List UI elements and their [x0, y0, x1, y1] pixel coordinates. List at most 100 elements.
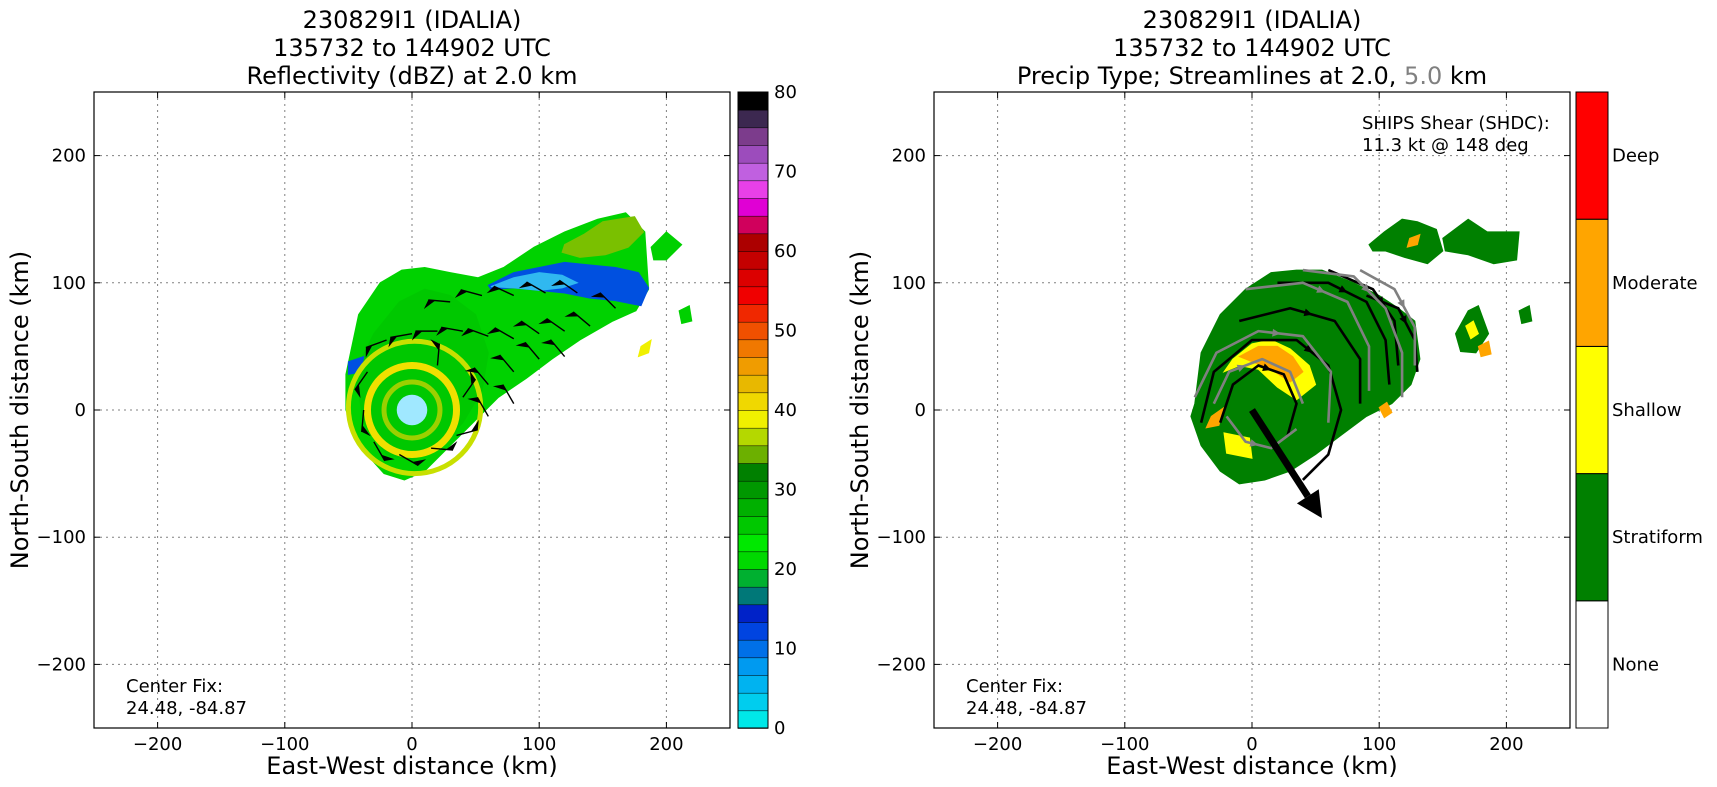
- right-center-fix-label: Center Fix:: [966, 676, 1063, 697]
- right-xtick-label: 0: [1246, 734, 1257, 755]
- streamline-arrowhead: [1399, 315, 1407, 325]
- colorbar-segment: [737, 409, 769, 429]
- colorbar-segment: [737, 180, 769, 199]
- wind-barb: [361, 409, 371, 437]
- wind-barb: [467, 396, 489, 417]
- precip-type-region: [1205, 406, 1225, 429]
- left-xtick-label: −100: [260, 734, 309, 755]
- reflectivity-echo-region: [637, 338, 652, 358]
- shear-arrow: [1249, 408, 1322, 519]
- left-xtick-label: 100: [522, 734, 556, 755]
- left-ytick-label: 0: [75, 400, 86, 421]
- streamline-arrowhead: [1303, 344, 1313, 353]
- streamline-arrowhead: [1303, 308, 1313, 317]
- left-center-fix-value: 24.48, -84.87: [126, 698, 247, 719]
- colorbar-segment: [737, 445, 769, 464]
- colorbar-segment: [737, 621, 769, 641]
- colorbar-segment: [737, 215, 769, 235]
- colorbar-segment: [737, 109, 769, 129]
- precip-type-region: [1477, 340, 1492, 358]
- colorbar-segment: [737, 533, 769, 553]
- left-ytick-label: −100: [37, 527, 86, 548]
- left-xtick-label: 0: [406, 734, 417, 755]
- colorbar-segment: [737, 657, 769, 676]
- colorbar-tick-label: 20: [774, 559, 797, 580]
- category-label: Shallow: [1612, 400, 1682, 421]
- left-ylabel: North-South distance (km): [6, 251, 34, 570]
- precip-type-panel: 230829I1 (IDALIA) 135732 to 144902 UTC P…: [846, 6, 1703, 780]
- streamline-arrowhead: [1397, 299, 1405, 309]
- reflectivity-echo-region: [561, 216, 645, 258]
- left-xlabel: East-West distance (km): [266, 752, 557, 780]
- left-title-line-3: Reflectivity (dBZ) at 2.0 km: [247, 62, 578, 90]
- colorbar-segment: [737, 515, 769, 535]
- category-swatch: [1575, 473, 1609, 602]
- reflectivity-eyewall-ring: [381, 379, 443, 441]
- wind-barb: [551, 279, 578, 294]
- colorbar-tick-label: 40: [774, 400, 797, 421]
- wind-barb: [436, 326, 464, 336]
- right-title-line-3-highlight: 5.0: [1404, 62, 1442, 90]
- wind-barb: [431, 441, 458, 451]
- reflectivity-eyewall-ring: [345, 338, 484, 477]
- left-reflectivity-data: [345, 212, 693, 481]
- wind-barb: [486, 285, 515, 297]
- right-ytick-label: 0: [915, 400, 926, 421]
- reflectivity-echo-region: [490, 272, 579, 291]
- left-ytick-label: 200: [52, 146, 86, 167]
- category-swatch: [1575, 218, 1609, 347]
- streamline-arrowhead: [1361, 283, 1370, 293]
- streamline-arrowhead: [1236, 364, 1246, 373]
- wind-barb: [354, 371, 369, 399]
- streamline: [1212, 357, 1305, 405]
- wind-barb: [423, 299, 451, 309]
- reflectivity-colorbar: 0 10 20 30 40 50 60 70 80: [737, 82, 797, 739]
- wind-barb: [373, 441, 395, 462]
- colorbar-segment: [737, 392, 769, 411]
- wind-barb: [461, 328, 489, 337]
- colorbar-segment: [737, 268, 769, 288]
- right-streamlines: [1193, 268, 1419, 481]
- category-label: Moderate: [1612, 273, 1698, 294]
- shear-arrow-head: [1296, 489, 1322, 519]
- colorbar-segment: [737, 710, 769, 729]
- right-ylabel: North-South distance (km): [846, 251, 874, 570]
- right-ytick-label: −200: [877, 654, 926, 675]
- streamline: [1238, 306, 1362, 404]
- left-xtick-label: −200: [133, 734, 182, 755]
- colorbar-segment: [737, 692, 769, 712]
- category-label: None: [1612, 654, 1659, 675]
- colorbar-segment: [737, 586, 769, 606]
- wind-barb: [564, 311, 591, 327]
- reflectivity-echo-region: [678, 304, 693, 325]
- colorbar-tick-label: 60: [774, 241, 797, 262]
- wind-barb: [365, 339, 387, 358]
- right-title-line-3-before: Precip Type; Streamlines at 2.0,: [1017, 62, 1404, 90]
- left-wind-barbs: [354, 279, 617, 467]
- wind-barb: [456, 419, 479, 437]
- colorbar-segment: [737, 480, 769, 500]
- right-ytick-label: 100: [892, 273, 926, 294]
- wind-barb: [464, 367, 489, 386]
- shear-value: 11.3 kt @ 148 deg: [1362, 135, 1529, 156]
- wind-barb: [411, 330, 438, 341]
- colorbar-segment: [737, 91, 769, 111]
- colorbar-segment: [737, 162, 769, 182]
- colorbar-segment: [737, 374, 769, 394]
- wind-barb: [590, 292, 617, 309]
- precip-type-region: [1518, 304, 1533, 325]
- colorbar-tick-label: 80: [774, 82, 797, 103]
- streamline: [1302, 268, 1404, 398]
- shear-label: SHIPS Shear (SHDC):: [1362, 113, 1550, 134]
- right-ytick-label: −100: [877, 527, 926, 548]
- colorbar-segment: [737, 303, 769, 323]
- wind-barb: [454, 289, 483, 298]
- colorbar-segment: [737, 144, 769, 164]
- precip-type-region: [1406, 233, 1421, 248]
- colorbar-segment: [737, 339, 769, 358]
- category-swatch: [1575, 91, 1609, 220]
- wind-barb: [398, 453, 427, 467]
- colorbar-segment: [737, 197, 769, 217]
- right-center-fix-value: 24.48, -84.87: [966, 698, 1087, 719]
- colorbar-frame: [737, 91, 769, 729]
